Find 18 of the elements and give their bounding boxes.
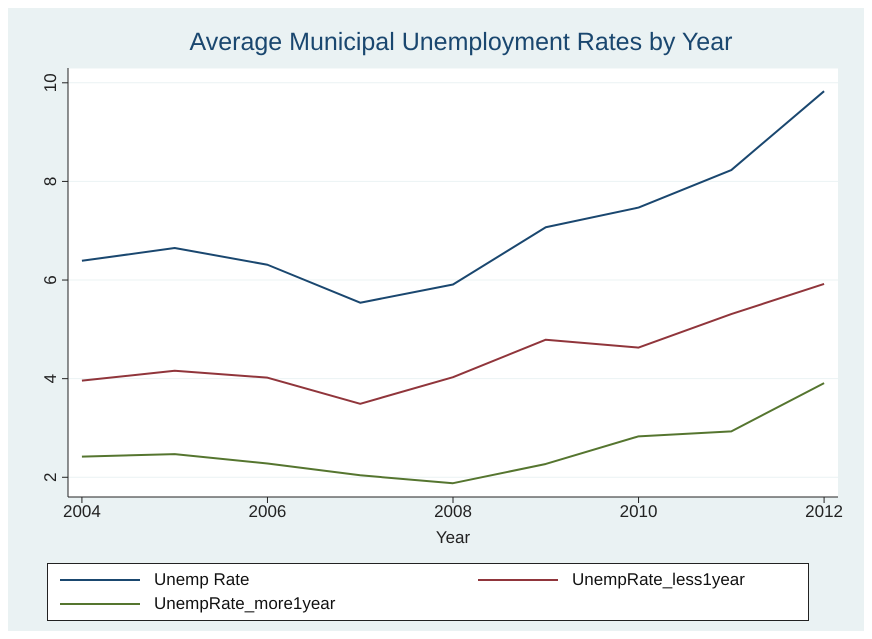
y-tick-label: 10 bbox=[41, 73, 60, 92]
x-tick-label: 2006 bbox=[248, 502, 286, 522]
x-tick-label: 2004 bbox=[63, 502, 101, 522]
legend-label: UnempRate_less1year bbox=[572, 570, 745, 590]
x-axis-title: Year bbox=[436, 528, 471, 547]
x-tick-label: 2010 bbox=[620, 502, 658, 522]
y-tick-label: 2 bbox=[41, 472, 60, 482]
line-series bbox=[80, 382, 826, 484]
x-tick-label: 2012 bbox=[805, 502, 843, 522]
line-series bbox=[80, 90, 826, 304]
legend-label: Unemp Rate bbox=[154, 570, 250, 590]
x-tick-label: 2008 bbox=[434, 502, 472, 522]
y-tick-label: 4 bbox=[41, 374, 60, 384]
chart-title: Average Municipal Unemployment Rates by Year bbox=[190, 28, 732, 56]
line-series bbox=[80, 282, 826, 405]
y-tick-label: 6 bbox=[41, 275, 60, 285]
y-tick-label: 8 bbox=[41, 176, 60, 186]
legend-label: UnempRate_more1year bbox=[154, 594, 336, 614]
